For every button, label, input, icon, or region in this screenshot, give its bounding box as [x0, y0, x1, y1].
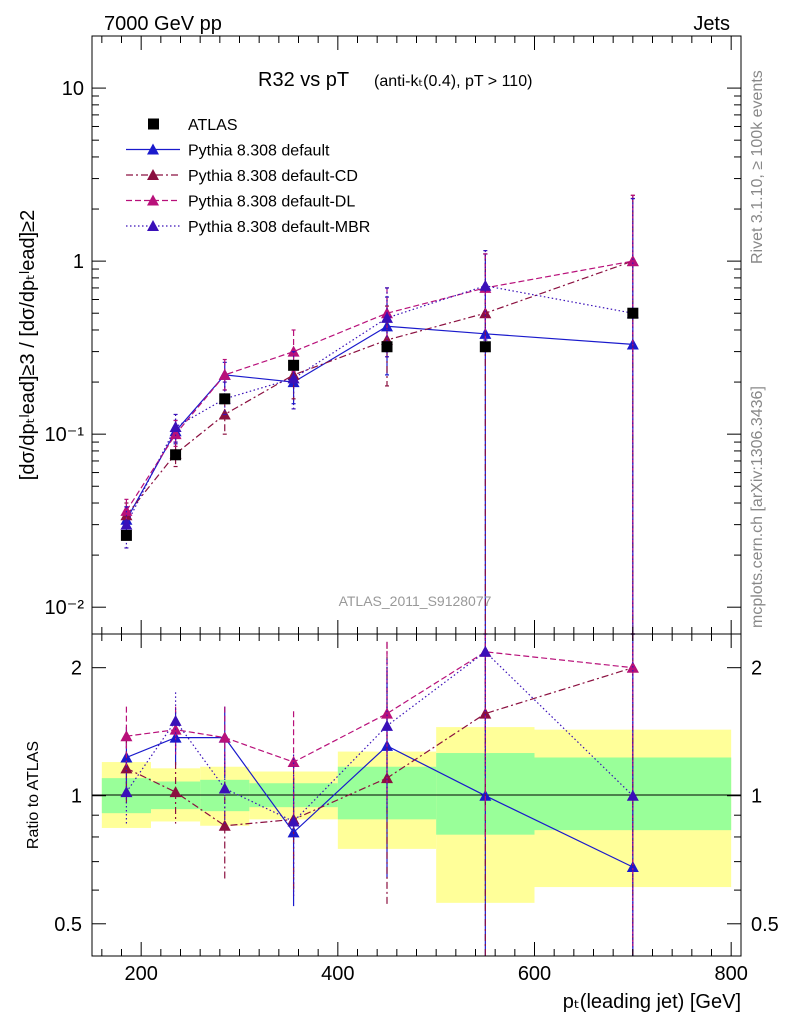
ratio-data-point — [381, 707, 393, 719]
header-right: Jets — [693, 13, 730, 35]
y-tick-label: 10 — [62, 78, 84, 100]
main-data-point — [479, 279, 492, 291]
legend-label: Pythia 8.308 default — [188, 143, 330, 160]
ratio-axes: 0.5 0.5 1 1 2 2 200 400 600 800 — [54, 634, 779, 985]
y-axis-label: [dσ/dpₜˡead]≥3 / [dσ/dpₜˡead]≥2 — [17, 210, 39, 480]
y-tick-label: 1 — [73, 251, 84, 273]
x-tick-label: 400 — [321, 963, 354, 985]
main-panel: 10 1 10⁻¹ 10⁻² R32 vs pT (anti-kₜ(0.4), pT … — [17, 35, 742, 635]
ratio-y-tick-label: 2 — [71, 658, 82, 680]
ratio-data-point — [120, 730, 133, 742]
legend-label: Pythia 8.308 default-CD — [188, 168, 358, 185]
source-label: mcplots.cern.ch [arXiv:1306.3436] — [749, 386, 766, 628]
ratio-y-tick-label-right: 2 — [751, 658, 762, 680]
x-tick-label: 600 — [518, 963, 551, 985]
rivet-label: Rivet 3.1.10, ≥ 100k events — [749, 70, 766, 264]
ratio-panel: 0.5 0.5 1 1 2 2 200 400 600 800 Ratio to ATLAS pₜ… — [25, 633, 779, 1013]
atlas-data-point — [288, 359, 300, 371]
legend-marker — [147, 143, 159, 155]
x-tick-label: 200 — [124, 963, 157, 985]
chart-title: R32 vs pT — [258, 69, 349, 91]
ratio-data-point — [218, 782, 231, 794]
main-data-point — [218, 368, 231, 380]
x-axis-label: pₜ(leading jet) [GeV] — [563, 991, 741, 1013]
legend: ATLAS Pythia 8.308 default Pythia 8.308 de… — [126, 117, 370, 236]
main-data-point — [120, 518, 133, 530]
legend-label: Pythia 8.308 default-DL — [188, 194, 355, 211]
ratio-data-point — [479, 645, 492, 657]
x-tick-label: 800 — [714, 963, 747, 985]
main-series-line — [125, 285, 633, 525]
ratio-data-point — [287, 756, 300, 768]
y-tick-label: 10⁻² — [45, 597, 85, 619]
main-data-point — [626, 255, 639, 267]
ratio-data-point — [479, 707, 492, 719]
legend-marker — [148, 118, 159, 130]
atlas-data-point — [381, 341, 393, 353]
atlas-data-point — [219, 393, 231, 405]
ratio-data-point — [218, 731, 231, 743]
main-series-line — [125, 325, 633, 521]
atlas-data-point — [170, 449, 182, 461]
atlas-data-point — [627, 307, 639, 319]
legend-marker — [147, 194, 159, 206]
ratio-y-tick-label-right: 0.5 — [751, 914, 779, 936]
ratio-y-tick-label: 1 — [71, 786, 82, 808]
legend-label: Pythia 8.308 default-MBR — [188, 219, 370, 236]
main-data-point — [120, 504, 133, 516]
legend-marker — [147, 169, 159, 180]
main-axes: 10 1 10⁻¹ 10⁻² — [45, 35, 741, 634]
ratio-data-point — [218, 819, 231, 831]
ratio-plot-area — [120, 634, 639, 956]
legend-marker — [147, 220, 159, 231]
ratio-data-point — [169, 714, 182, 726]
chart-subtitle: (anti-kₜ(0.4), pT > 110) — [374, 73, 532, 90]
ratio-data-point — [381, 719, 393, 731]
legend-label: ATLAS — [188, 117, 238, 134]
main-plot-area — [120, 194, 639, 635]
ratio-y-tick-label-right: 1 — [751, 786, 762, 808]
atlas-data-point — [479, 341, 491, 353]
main-data-point — [381, 311, 393, 323]
main-data-point — [169, 428, 182, 440]
watermark: ATLAS_2011_S9128077 — [339, 593, 492, 609]
ratio-bands — [101, 727, 732, 903]
ratio-data-point — [287, 815, 300, 827]
ratio-data-point — [169, 786, 182, 798]
ratio-data-point — [120, 762, 133, 774]
main-data-point — [287, 372, 300, 384]
ratio-data-point — [120, 786, 133, 798]
ratio-data-point — [626, 789, 639, 801]
ratio-y-tick-label: 0.5 — [54, 914, 82, 936]
ratio-y-label: Ratio to ATLAS — [25, 741, 42, 849]
atlas-data-point — [120, 529, 132, 541]
main-data-point — [169, 420, 182, 432]
header-left: 7000 GeV pp — [104, 13, 222, 35]
y-tick-label: 10⁻¹ — [45, 424, 85, 446]
